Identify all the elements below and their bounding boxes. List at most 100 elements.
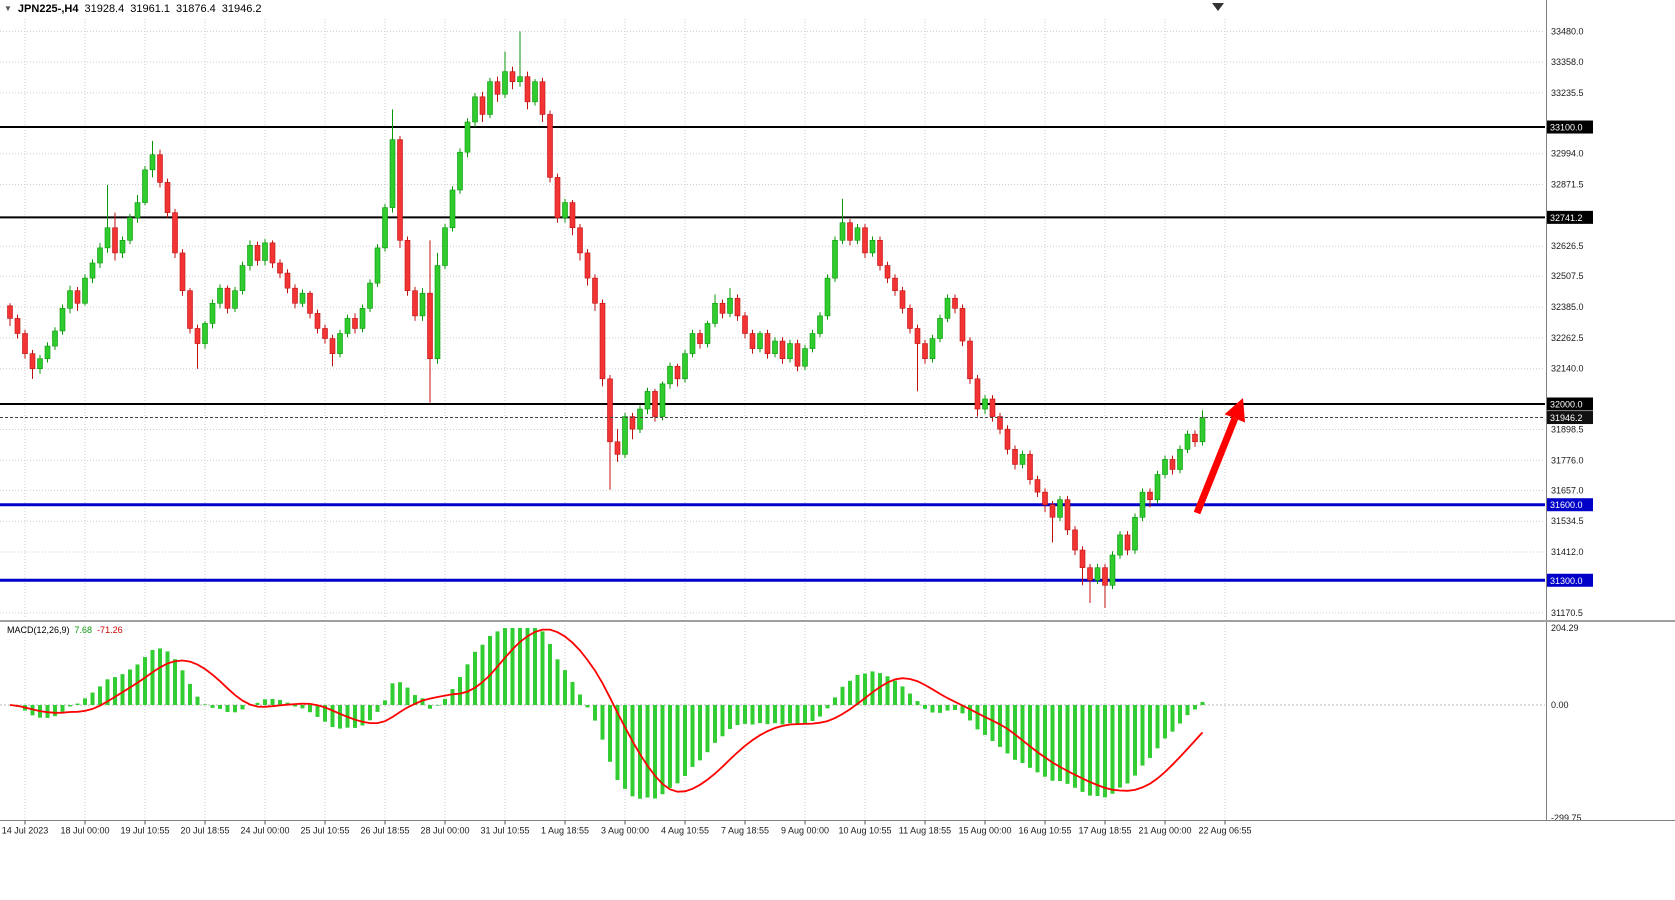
candle-body xyxy=(1154,474,1161,500)
candle-body xyxy=(734,297,741,317)
candle-body xyxy=(719,302,726,314)
candle-body xyxy=(247,245,253,266)
price-tick-label: 31412.0 xyxy=(1551,547,1584,557)
price-tick-label: 33235.5 xyxy=(1551,88,1584,98)
candle-body xyxy=(389,139,396,208)
candle-body xyxy=(532,81,538,103)
candle-body xyxy=(1109,554,1116,586)
candle-body xyxy=(457,151,463,191)
candle-body xyxy=(1012,449,1018,465)
candle-body xyxy=(689,333,696,354)
candle-body xyxy=(997,416,1003,430)
candle-body xyxy=(907,308,913,329)
time-label: 25 Jul 10:55 xyxy=(300,826,349,836)
price-tick-label: 31534.5 xyxy=(1551,516,1584,526)
candle-body xyxy=(607,378,613,443)
candle-body xyxy=(697,333,703,344)
candle-body xyxy=(412,290,418,317)
candle-body xyxy=(254,245,261,261)
candle-body xyxy=(434,265,441,359)
candle-body xyxy=(7,305,13,319)
candle-body xyxy=(1162,459,1168,475)
price-tick-label: 32262.5 xyxy=(1551,333,1584,343)
price-line-badge-text: 31300.0 xyxy=(1550,576,1583,586)
candle-body xyxy=(644,391,651,410)
candle-body xyxy=(914,328,921,344)
time-label: 22 Aug 06:55 xyxy=(1198,826,1251,836)
candle-body xyxy=(877,240,883,266)
candle-body xyxy=(22,333,28,354)
candle-body xyxy=(749,333,756,349)
price-tick-label: 31776.0 xyxy=(1551,455,1584,465)
candle-body xyxy=(1102,567,1108,586)
candle-body xyxy=(127,217,133,241)
candle-body xyxy=(322,328,328,339)
time-label: 9 Aug 00:00 xyxy=(781,826,829,836)
candle-body xyxy=(329,338,336,354)
time-label: 31 Jul 10:55 xyxy=(480,826,529,836)
candle-body xyxy=(29,353,36,370)
macd-indicator-label: MACD(12,26,9) 7.68 -71.26 xyxy=(7,625,123,635)
candle-body xyxy=(1184,433,1191,450)
candle-body xyxy=(982,398,988,410)
ohlc-close: 31946.2 xyxy=(221,3,262,15)
price-line-badge-text: 33100.0 xyxy=(1550,123,1583,133)
candle-body xyxy=(637,408,643,430)
candle-body xyxy=(1057,499,1063,518)
time-label: 28 Jul 00:00 xyxy=(420,826,469,836)
candle-body xyxy=(569,202,576,229)
candle-body xyxy=(809,333,816,349)
time-label: 14 Jul 2023 xyxy=(2,826,49,836)
time-label: 16 Aug 10:55 xyxy=(1018,826,1071,836)
candle-body xyxy=(892,277,898,291)
candle-body xyxy=(217,287,223,304)
chart-shift-marker-icon[interactable] xyxy=(1212,3,1224,11)
candle-body xyxy=(502,71,508,95)
candle-body xyxy=(442,227,448,266)
candle-body xyxy=(577,227,583,254)
candle-body xyxy=(359,308,366,329)
time-label: 26 Jul 18:55 xyxy=(360,826,409,836)
macd-signal-value: -71.26 xyxy=(97,625,123,635)
candle-body xyxy=(862,227,868,254)
price-tick-label: 32140.0 xyxy=(1551,364,1584,374)
time-label: 7 Aug 18:55 xyxy=(721,826,769,836)
candle-body xyxy=(772,340,778,354)
candle-body xyxy=(67,290,73,309)
candle-body xyxy=(952,297,958,309)
candle-body xyxy=(164,182,171,213)
time-scale[interactable] xyxy=(0,820,1675,843)
candle-body xyxy=(674,365,681,380)
trend-arrow-shaft[interactable] xyxy=(1193,417,1239,515)
candle-body xyxy=(277,262,283,274)
candle-body xyxy=(727,297,733,314)
candle-body xyxy=(929,338,936,359)
symbol-dropdown-icon[interactable]: ▼ xyxy=(4,4,12,13)
price-tick-label: 32626.5 xyxy=(1551,241,1584,251)
time-label: 21 Aug 00:00 xyxy=(1138,826,1191,836)
candle-body xyxy=(764,333,771,354)
ohlc-open: 31928.4 xyxy=(84,3,125,15)
candle-body xyxy=(832,240,838,279)
candle-body xyxy=(937,318,943,339)
time-label: 4 Aug 10:55 xyxy=(661,826,709,836)
candle-body xyxy=(89,262,96,279)
trend-arrow-head[interactable] xyxy=(1224,398,1245,423)
candle-body xyxy=(1177,449,1183,470)
candle-body xyxy=(52,330,58,347)
price-tick-label: 32507.5 xyxy=(1551,271,1584,281)
time-label: 24 Jul 00:00 xyxy=(240,826,289,836)
candle-body xyxy=(307,292,313,314)
candle-body xyxy=(352,318,358,329)
macd-signal-line xyxy=(9,628,1204,793)
candle-body xyxy=(479,96,486,115)
candle-body xyxy=(397,139,403,241)
candle-body xyxy=(1117,534,1123,556)
candle-body xyxy=(494,81,501,95)
candle-body xyxy=(427,292,433,359)
candle-body xyxy=(554,177,561,218)
candle-body xyxy=(817,315,823,334)
candle-body xyxy=(202,323,208,344)
candle-body xyxy=(149,154,156,171)
